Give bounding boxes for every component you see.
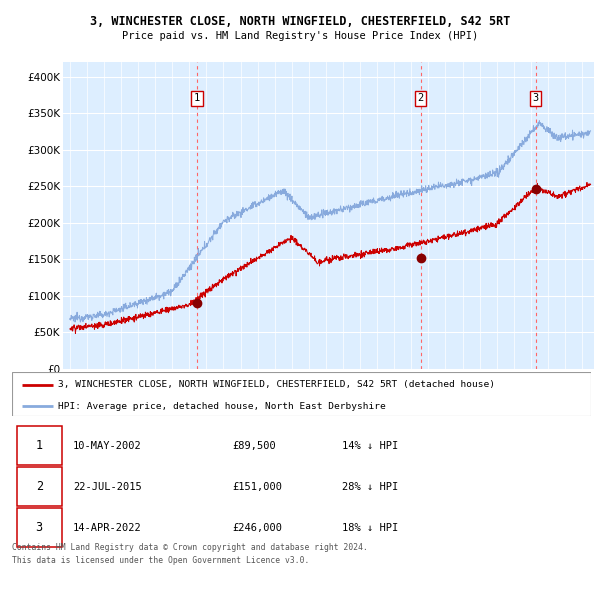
- Text: £89,500: £89,500: [232, 441, 276, 451]
- FancyBboxPatch shape: [17, 467, 62, 506]
- Text: £151,000: £151,000: [232, 481, 282, 491]
- Text: £246,000: £246,000: [232, 523, 282, 533]
- Text: 3: 3: [532, 93, 539, 103]
- Text: Contains HM Land Registry data © Crown copyright and database right 2024.: Contains HM Land Registry data © Crown c…: [12, 543, 368, 552]
- Text: 3, WINCHESTER CLOSE, NORTH WINGFIELD, CHESTERFIELD, S42 5RT: 3, WINCHESTER CLOSE, NORTH WINGFIELD, CH…: [90, 15, 510, 28]
- Text: This data is licensed under the Open Government Licence v3.0.: This data is licensed under the Open Gov…: [12, 556, 310, 565]
- Text: 1: 1: [194, 93, 200, 103]
- Text: 3: 3: [35, 521, 43, 535]
- FancyBboxPatch shape: [17, 426, 62, 465]
- FancyBboxPatch shape: [17, 509, 62, 547]
- Text: 1: 1: [35, 439, 43, 452]
- Text: HPI: Average price, detached house, North East Derbyshire: HPI: Average price, detached house, Nort…: [58, 402, 386, 411]
- Text: 14% ↓ HPI: 14% ↓ HPI: [342, 441, 398, 451]
- Text: 14-APR-2022: 14-APR-2022: [73, 523, 142, 533]
- Text: 2: 2: [418, 93, 424, 103]
- Text: 2: 2: [35, 480, 43, 493]
- Text: 18% ↓ HPI: 18% ↓ HPI: [342, 523, 398, 533]
- Text: 10-MAY-2002: 10-MAY-2002: [73, 441, 142, 451]
- Text: 28% ↓ HPI: 28% ↓ HPI: [342, 481, 398, 491]
- Text: 3, WINCHESTER CLOSE, NORTH WINGFIELD, CHESTERFIELD, S42 5RT (detached house): 3, WINCHESTER CLOSE, NORTH WINGFIELD, CH…: [58, 381, 496, 389]
- Text: Price paid vs. HM Land Registry's House Price Index (HPI): Price paid vs. HM Land Registry's House …: [122, 31, 478, 41]
- Text: 22-JUL-2015: 22-JUL-2015: [73, 481, 142, 491]
